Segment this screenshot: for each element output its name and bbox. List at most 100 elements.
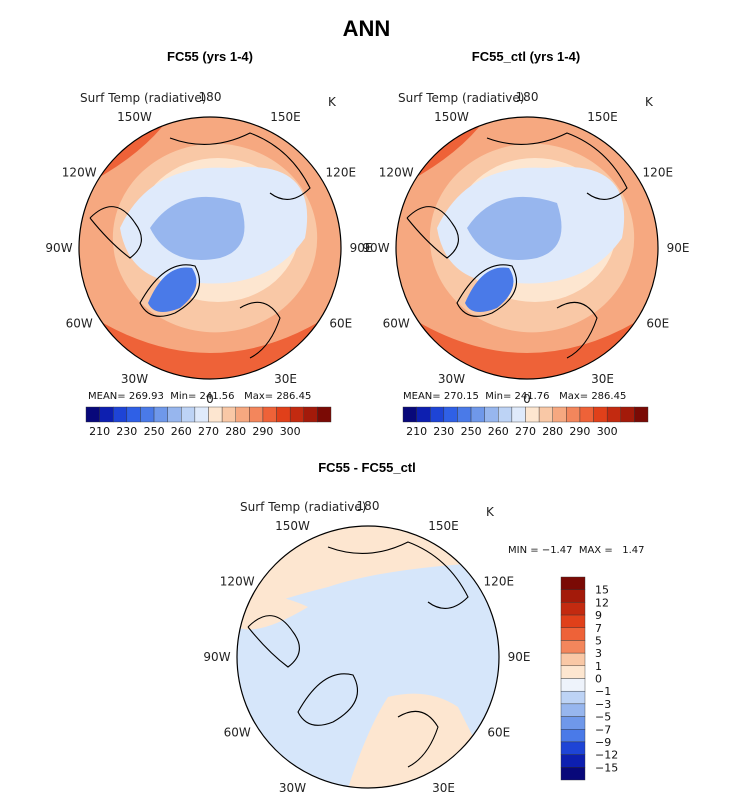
colorbar-box-14 bbox=[560, 754, 586, 768]
colorbar-box-11 bbox=[560, 716, 586, 730]
lon-label-120E: 120E bbox=[484, 575, 515, 589]
field-pos-europe bbox=[348, 693, 499, 788]
colorbar-box-9 bbox=[208, 406, 223, 423]
field-warm-south bbox=[396, 308, 658, 379]
map-field-0 bbox=[79, 117, 341, 379]
map-border-2 bbox=[236, 525, 500, 789]
colorbar-tick-300: 300 bbox=[280, 425, 301, 438]
panel1-stats: MEAN= 269.93 Min= 241.56 Max= 286.45 bbox=[88, 391, 311, 402]
panel1-min-label: Min= bbox=[170, 391, 197, 402]
colorbar-box-4 bbox=[140, 406, 155, 423]
coast-scandinavia bbox=[556, 301, 598, 359]
panel3-max-label: MAX = bbox=[578, 545, 613, 556]
lon-label-150E: 150E bbox=[270, 110, 301, 124]
lon-label-30E: 30E bbox=[432, 781, 455, 795]
panel2-max-value: 286.45 bbox=[591, 391, 627, 402]
colorbar-box-3 bbox=[126, 406, 141, 423]
lon-label-30E: 30E bbox=[591, 372, 614, 386]
field-band-250 bbox=[150, 196, 245, 260]
field-warm-south bbox=[79, 308, 341, 379]
lon-label-150W: 150W bbox=[117, 110, 152, 124]
colorbar-tick-230: 230 bbox=[116, 425, 137, 438]
colorbar-box-7 bbox=[498, 406, 513, 423]
lon-label-90W: 90W bbox=[45, 241, 72, 255]
colorbar-box-11 bbox=[235, 406, 250, 423]
panel2-title: FC55_ctl (yrs 1-4) bbox=[471, 49, 581, 64]
colorbar-box-5 bbox=[560, 640, 586, 654]
colorbar-box-13 bbox=[579, 406, 594, 423]
colorbar-box-15 bbox=[606, 406, 621, 423]
colorbar-level-14: −15 bbox=[595, 761, 618, 774]
panel2-units-label: K bbox=[645, 95, 653, 109]
colorbar-box-6 bbox=[484, 406, 499, 423]
panel1-mean-label: MEAN= bbox=[88, 391, 126, 402]
lon-label-150E: 150E bbox=[587, 110, 618, 124]
colorbar-level-1: 12 bbox=[595, 596, 609, 609]
figure-title: ANN bbox=[342, 16, 391, 41]
colorbar-box-12 bbox=[560, 729, 586, 743]
panel3-title: FC55 - FC55_ctl bbox=[318, 460, 416, 475]
lon-label-120W: 120W bbox=[379, 166, 414, 180]
panel2-min-label: Min= bbox=[485, 391, 512, 402]
panel2-mean-value: 270.15 bbox=[443, 391, 479, 402]
panel3-units-label: K bbox=[486, 505, 494, 519]
field-greenland bbox=[148, 267, 197, 312]
colorbar-box-1 bbox=[99, 406, 114, 423]
map-field-1 bbox=[396, 117, 658, 379]
colorbar-box-17 bbox=[634, 406, 649, 423]
lon-label-120E: 120E bbox=[326, 166, 357, 180]
lon-label-30E: 30E bbox=[274, 372, 297, 386]
field-band-275 bbox=[429, 143, 635, 333]
colorbar-box-8 bbox=[511, 406, 526, 423]
colorbar-level-12: −9 bbox=[595, 736, 611, 749]
colorbar-box-5 bbox=[470, 406, 485, 423]
colorbar-tick-210: 210 bbox=[89, 425, 110, 438]
lon-label-30W: 30W bbox=[279, 781, 306, 795]
lon-label-150E: 150E bbox=[428, 519, 459, 533]
colorbar-level-4: 5 bbox=[595, 634, 602, 647]
colorbar-tick-260: 260 bbox=[171, 425, 192, 438]
lon-label-120E: 120E bbox=[643, 166, 674, 180]
colorbar-box-10 bbox=[560, 703, 586, 717]
lon-label-90E: 90E bbox=[667, 241, 690, 255]
field-band-260 bbox=[120, 166, 308, 284]
lon-label-150W: 150W bbox=[434, 110, 469, 124]
colorbar-box-15 bbox=[289, 406, 304, 423]
colorbar-tick-230: 230 bbox=[433, 425, 454, 438]
colorbar-box-9 bbox=[525, 406, 540, 423]
map-border-1 bbox=[395, 116, 659, 380]
coast-canada bbox=[406, 206, 459, 259]
colorbar-level-7: 0 bbox=[595, 673, 602, 686]
colorbar-level-5: 3 bbox=[595, 647, 602, 660]
colorbar-box-16 bbox=[620, 406, 635, 423]
field-warm-pacific bbox=[79, 117, 170, 188]
colorbar-tick-290: 290 bbox=[252, 425, 273, 438]
colorbar-box-6 bbox=[560, 652, 586, 667]
colorbar-level-9: −3 bbox=[595, 698, 611, 711]
colorbar-level-6: 1 bbox=[595, 660, 602, 673]
coast-scandinavia bbox=[239, 301, 281, 359]
colorbar-box-2 bbox=[430, 406, 445, 423]
panel2-min-value: 241.76 bbox=[514, 391, 550, 402]
colorbar-tick-290: 290 bbox=[569, 425, 590, 438]
coastlines-2 bbox=[247, 541, 469, 768]
colorbar-box-5 bbox=[153, 406, 168, 423]
field-band-250 bbox=[467, 196, 562, 260]
panel1-field-label: Surf Temp (radiative) bbox=[80, 91, 207, 105]
colorbar-level-8: −1 bbox=[595, 685, 611, 698]
field-base bbox=[79, 117, 341, 379]
colorbar-box-6 bbox=[167, 406, 182, 423]
field-base bbox=[396, 117, 658, 379]
colorbar-box-0 bbox=[560, 576, 586, 590]
coast-siberia bbox=[327, 541, 469, 609]
panel1-min-value: 241.56 bbox=[199, 391, 235, 402]
field-band-265 bbox=[453, 157, 617, 303]
colorbar-level-0: 15 bbox=[595, 584, 609, 597]
field-greenland bbox=[465, 267, 514, 312]
panel3-max-value: 1.47 bbox=[622, 545, 645, 556]
lon-label-60W: 60W bbox=[66, 317, 93, 331]
coast-canada bbox=[89, 206, 142, 259]
colorbar-level-10: −5 bbox=[595, 711, 611, 724]
colorbar-box-17 bbox=[317, 406, 332, 423]
colorbar-box-12 bbox=[249, 406, 264, 423]
